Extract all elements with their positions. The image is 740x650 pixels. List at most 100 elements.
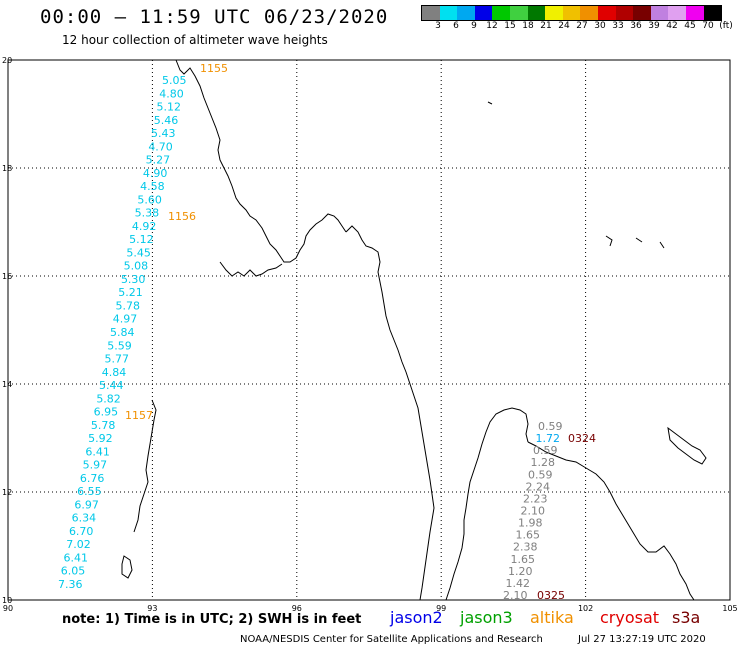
swh-value: 1.65 bbox=[516, 529, 541, 542]
pass-time-label: 1155 bbox=[200, 62, 228, 75]
swh-value: 4.70 bbox=[148, 140, 173, 153]
coastline-tenasserim bbox=[345, 225, 435, 601]
scale-swatch bbox=[545, 6, 563, 20]
swh-value: 1.72 bbox=[536, 432, 561, 445]
island-little-andaman bbox=[121, 555, 133, 579]
pass-time-label: 0324 bbox=[568, 432, 596, 445]
pass-time-label: 0325 bbox=[537, 589, 565, 602]
scale-swatch bbox=[422, 6, 440, 20]
legend-item-altika: altika bbox=[530, 608, 574, 627]
swh-value: 4.58 bbox=[140, 180, 165, 193]
swh-value: 5.30 bbox=[121, 273, 145, 286]
swh-value: 0.59 bbox=[528, 468, 553, 481]
swh-value: 2.23 bbox=[523, 492, 548, 505]
lon-tick-label: 99 bbox=[436, 604, 446, 613]
lon-tick-label: 102 bbox=[578, 604, 593, 613]
swh-value: 5.78 bbox=[91, 419, 116, 432]
coastlines bbox=[121, 59, 707, 601]
scale-swatch bbox=[492, 6, 510, 20]
lat-tick-label: 18 bbox=[2, 164, 12, 173]
pass-time-label: 1156 bbox=[168, 210, 196, 223]
island-north-andaman bbox=[133, 399, 157, 533]
scale-label: 42 bbox=[666, 21, 678, 31]
swh-value: 2.24 bbox=[526, 480, 551, 493]
generation-date: Jul 27 13:27:19 UTC 2020 bbox=[578, 634, 706, 645]
scale-label: 39 bbox=[648, 21, 660, 31]
lat-tick-label: 16 bbox=[2, 272, 12, 281]
legend-item-jason2: jason2 bbox=[390, 608, 443, 627]
map-subtitle: 12 hour collection of altimeter wave hei… bbox=[62, 33, 328, 47]
swh-value: 7.02 bbox=[66, 538, 91, 551]
swh-value: 5.45 bbox=[126, 246, 151, 259]
swh-value: 0.59 bbox=[533, 444, 558, 457]
scale-label: 70 bbox=[702, 21, 714, 31]
swh-value: 6.41 bbox=[63, 551, 87, 564]
swh-value: 0.59 bbox=[538, 420, 563, 433]
scale-label: 3 bbox=[435, 21, 441, 31]
swh-value: 1.65 bbox=[511, 553, 536, 566]
map-title: 00:00 – 11:59 UTC 06/23/2020 bbox=[40, 6, 389, 28]
swh-value: 2.38 bbox=[513, 541, 538, 554]
swh-value: 5.27 bbox=[146, 154, 171, 167]
swh-value: 5.77 bbox=[105, 353, 129, 366]
scale-label: 33 bbox=[612, 21, 624, 31]
coastline-arakan bbox=[175, 59, 347, 263]
lat-tick-label: 10 bbox=[2, 596, 12, 605]
swh-value: 5.78 bbox=[115, 299, 140, 312]
swh-value: 5.97 bbox=[83, 459, 108, 472]
scale-swatch bbox=[509, 6, 528, 20]
scale-swatch bbox=[580, 6, 598, 20]
swh-value: 4.80 bbox=[159, 87, 184, 100]
swh-value: 5.82 bbox=[96, 392, 121, 405]
scale-label: 6 bbox=[453, 21, 459, 31]
scale-swatch bbox=[633, 6, 651, 20]
swh-value: 5.21 bbox=[118, 286, 143, 299]
swh-value: 5.46 bbox=[154, 114, 179, 127]
swh-value: 1.98 bbox=[518, 517, 543, 530]
map-frame bbox=[7, 59, 731, 601]
swh-value: 1.42 bbox=[506, 577, 531, 590]
footer-note: note: 1) Time is in UTC; 2) SWH is in fe… bbox=[62, 612, 362, 627]
swh-value: 5.12 bbox=[157, 101, 182, 114]
swh-value: 4.92 bbox=[132, 220, 157, 233]
island-phu-quoc bbox=[667, 426, 707, 465]
scale-swatch bbox=[615, 6, 634, 20]
lon-tick-label: 96 bbox=[292, 604, 302, 613]
lat-tick-label: 12 bbox=[2, 488, 12, 497]
swh-value: 5.44 bbox=[99, 379, 124, 392]
swh-value: 5.38 bbox=[135, 207, 160, 220]
lon-tick-label: 90 bbox=[3, 604, 13, 613]
scale-label: 24 bbox=[558, 21, 570, 31]
scale-swatch bbox=[527, 6, 546, 20]
lon-tick-label: 105 bbox=[722, 604, 737, 613]
scale-label: 21 bbox=[540, 21, 552, 31]
swh-value: 6.05 bbox=[61, 565, 86, 578]
scale-swatch bbox=[668, 6, 686, 20]
swh-value: 5.92 bbox=[88, 432, 113, 445]
pass-time-label: 1157 bbox=[125, 409, 153, 422]
scale-swatch bbox=[457, 6, 475, 20]
scale-label: (ft) bbox=[719, 21, 733, 31]
swh-value: 6.41 bbox=[85, 445, 110, 458]
scale-label: 9 bbox=[471, 21, 477, 31]
color-scale bbox=[421, 5, 723, 21]
swh-value: 5.43 bbox=[151, 127, 176, 140]
swh-value: 4.84 bbox=[102, 366, 127, 379]
scale-swatch bbox=[562, 6, 581, 20]
swh-value: 1.28 bbox=[531, 456, 556, 469]
scale-swatch bbox=[685, 6, 704, 20]
color-scale-labels: 3 6 9 12 15 18 21 24 27 30 33 36 39 42 45 70 (ft) bbox=[421, 21, 740, 33]
swh-value: 5.12 bbox=[129, 233, 154, 246]
swh-value: 7.36 bbox=[58, 578, 83, 591]
swh-value: 5.59 bbox=[107, 339, 131, 352]
lat-tick-label: 20 bbox=[2, 56, 12, 65]
scale-swatch bbox=[474, 6, 493, 20]
scale-swatch bbox=[597, 6, 616, 20]
legend-item-jason3: jason3 bbox=[460, 608, 513, 627]
scale-label: 12 bbox=[486, 21, 498, 31]
scale-swatch bbox=[650, 6, 669, 20]
islands-east bbox=[487, 101, 665, 249]
lon-tick-label: 93 bbox=[147, 604, 157, 613]
scale-label: 36 bbox=[630, 21, 642, 31]
swh-value: 5.84 bbox=[110, 326, 135, 339]
